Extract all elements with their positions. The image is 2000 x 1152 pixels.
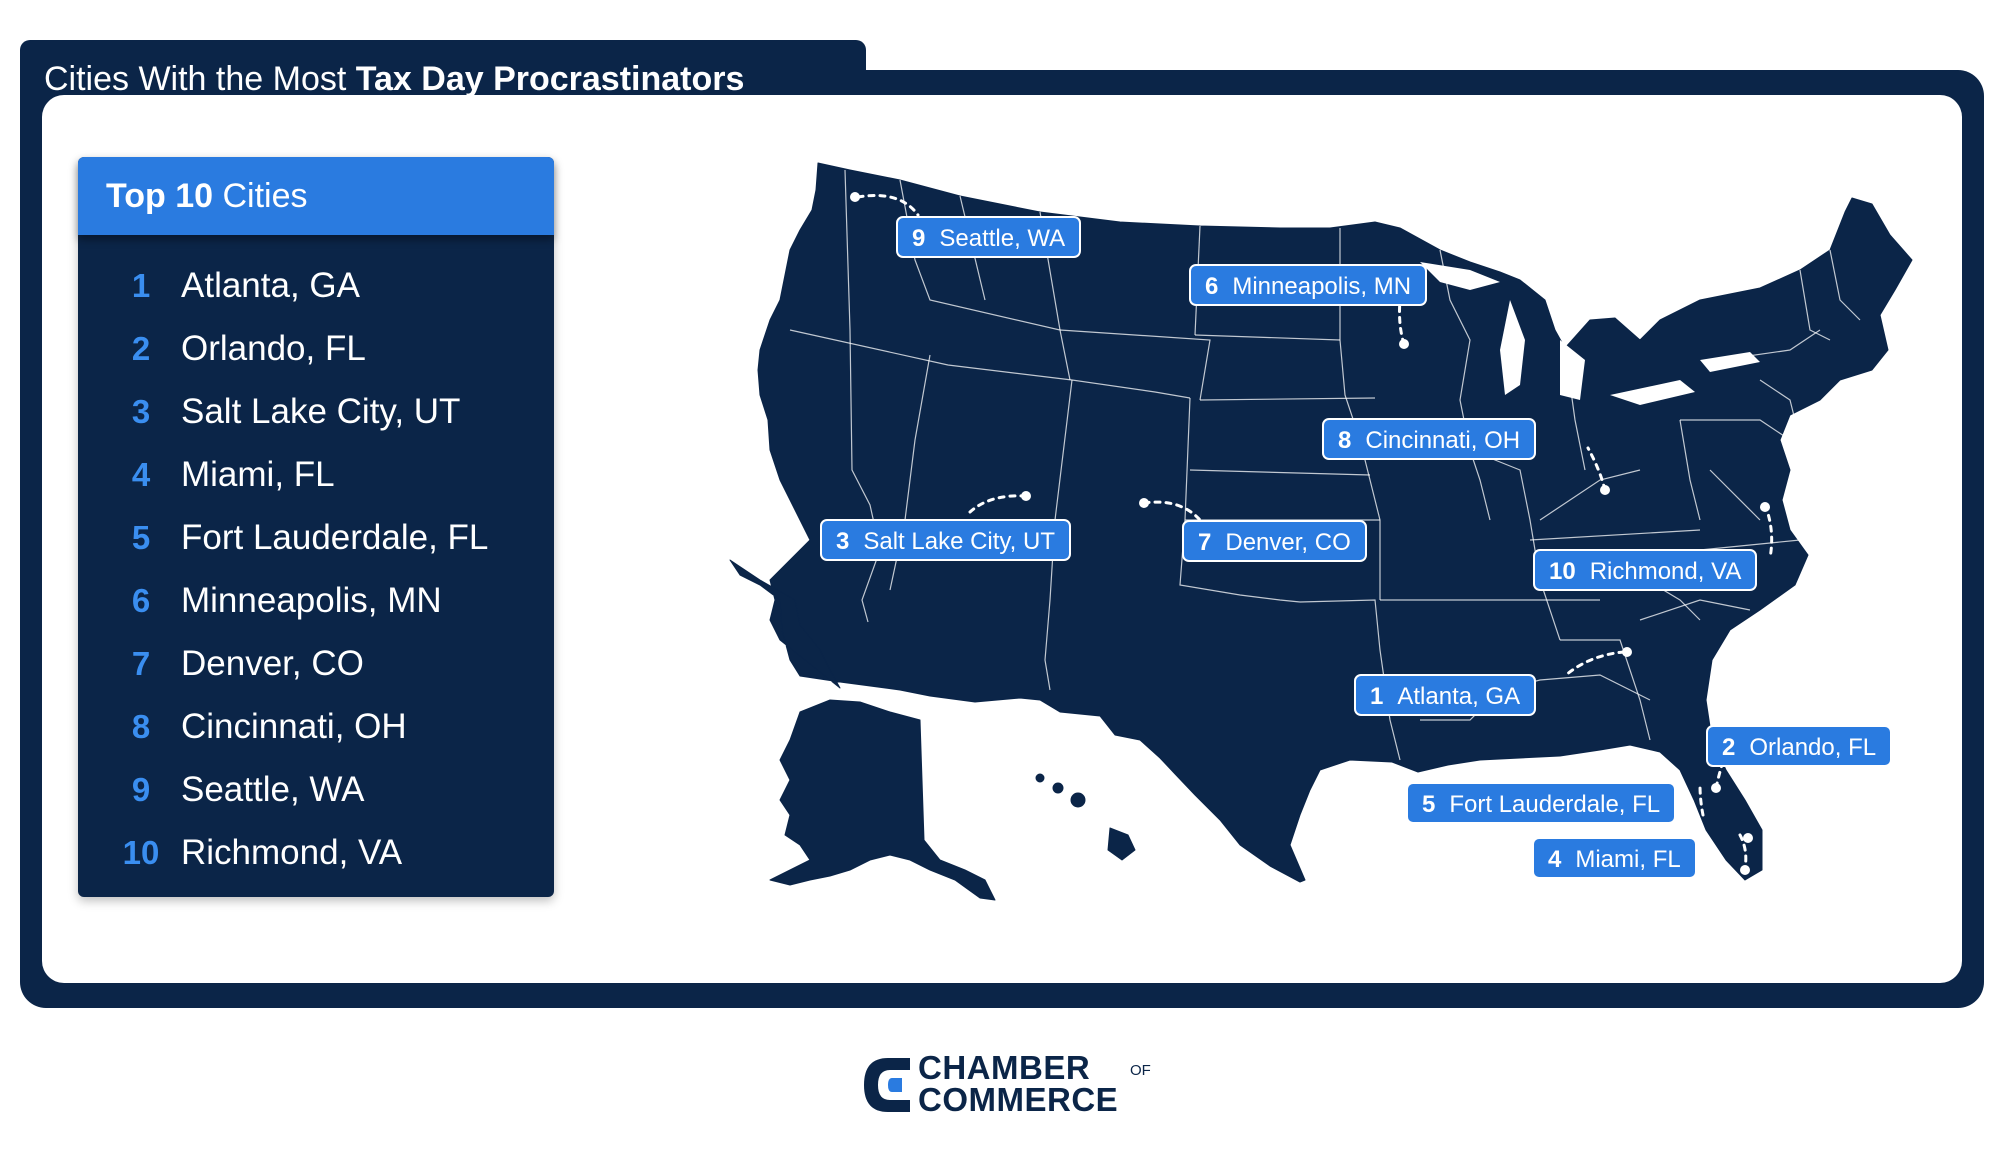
map-label-orlando: 2 Orlando, FL [1706,725,1893,767]
list-item: 3 Salt Lake City, UT [78,384,554,447]
list-item: 2 Orlando, FL [78,321,554,384]
city-name: Orlando, FL [181,329,366,368]
hawaii-island [1052,782,1064,794]
list-item: 8 Cincinnati, OH [78,699,554,762]
rank-number: 2 [131,330,151,367]
map-label-cincinnati: 8 Cincinnati, OH [1322,418,1537,460]
dot-miami [1740,865,1750,875]
map-label-salt-lake-city: 3 Salt Lake City, UT [820,519,1071,561]
list-item: 9 Seattle, WA [78,762,554,825]
chamber-of-commerce-logo [864,1058,910,1112]
map-label-denver: 7 Denver, CO [1182,520,1367,562]
list-item: 5 Fort Lauderdale, FL [78,510,554,573]
page-title: Cities With the Most Tax Day Procrastina… [44,60,745,98]
dot-orlando [1711,783,1721,793]
list-item: 6 Minneapolis, MN [78,573,554,636]
city-name: Richmond, VA [181,833,403,872]
rank-number: 4 [131,456,151,493]
rank-number: 6 [131,582,151,619]
city-name: Denver, CO [181,644,364,683]
logo-of: OF [1130,1062,1151,1079]
list-item: 7 Denver, CO [78,636,554,699]
map-label-minneapolis: 6 Minneapolis, MN [1189,264,1428,306]
dot-salt-lake-city [1021,491,1031,501]
list-item: 1 Atlanta, GA [78,258,554,321]
dot-minneapolis [1399,339,1409,349]
hawaii-shape [1107,827,1136,861]
map-label-richmond: 10 Richmond, VA [1533,549,1758,591]
logo-wordmark: CHAMBER COMMERCE [918,1049,1119,1118]
rank-number: 8 [131,708,151,745]
logo-c-mark [864,1058,910,1112]
map-label-seattle: 9 Seattle, WA [896,216,1082,258]
city-name: Minneapolis, MN [181,581,442,620]
dot-cincinnati [1600,485,1610,495]
city-name: Fort Lauderdale, FL [181,518,489,557]
city-name: Miami, FL [181,455,335,494]
alaska-shape [769,699,996,901]
dot-seattle [850,192,860,202]
city-name: Cincinnati, OH [181,707,407,746]
dot-atlanta [1622,647,1632,657]
great-lakes [1420,262,1760,405]
hawaii-island [1070,792,1086,808]
list-item: 10 Richmond, VA [78,825,554,888]
map-label-fort-lauderdale: 5 Fort Lauderdale, FL [1406,782,1677,824]
map-label-atlanta: 1 Atlanta, GA [1354,674,1537,716]
top-cities-list: 1 Atlanta, GA 2 Orlando, FL 3 Salt Lake Cit… [78,258,554,888]
dot-richmond [1760,502,1770,512]
top-cities-heading: Top 10 Cities [78,157,554,235]
rank-number: 1 [131,267,151,304]
map-label-miami: 4 Miami, FL [1532,837,1697,879]
top-cities-panel [78,157,554,897]
rank-number: 9 [131,771,151,808]
city-name: Seattle, WA [181,770,365,809]
rank-number: 3 [131,393,151,430]
rank-number: 7 [131,645,151,682]
city-name: Salt Lake City, UT [181,392,461,431]
dot-fort-lauderdale [1743,833,1753,843]
city-name: Atlanta, GA [181,266,360,305]
city-dots [850,192,1770,875]
rank-number: 10 [122,834,160,871]
list-item: 4 Miami, FL [78,447,554,510]
rank-number: 5 [131,519,151,556]
dot-denver [1139,498,1149,508]
hawaii-island [1035,773,1045,783]
